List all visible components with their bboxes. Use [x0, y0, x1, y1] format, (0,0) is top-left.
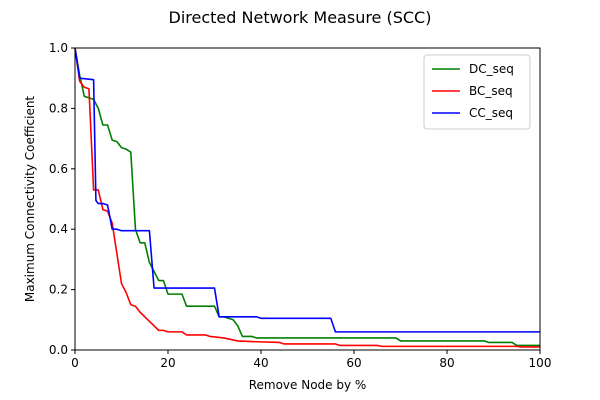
- y-tick-label: 0.0: [49, 343, 68, 357]
- legend-label: BC_seq: [469, 84, 513, 98]
- chart-title: Directed Network Measure (SCC): [169, 8, 432, 27]
- y-axis-ticks: 0.0 0.2 0.4 0.6 0.8 1.0: [49, 41, 75, 357]
- x-tick-label: 0: [71, 356, 79, 370]
- plot-frame: [74, 47, 541, 351]
- plot-lines: [74, 47, 540, 348]
- y-tick-label: 0.6: [49, 162, 68, 176]
- y-tick-label: 0.4: [49, 222, 68, 236]
- series-line-cc-seq: [74, 47, 540, 333]
- legend-label: DC_seq: [469, 62, 514, 76]
- legend-box: [423, 54, 531, 130]
- x-tick-label: 40: [253, 356, 268, 370]
- legend-label: CC_seq: [469, 106, 513, 120]
- x-tick-label: 100: [529, 356, 552, 370]
- series-line-bc-seq: [74, 47, 540, 348]
- y-axis-label: Maximum Connectivity Coefficient: [23, 96, 37, 303]
- y-tick-label: 0.8: [49, 101, 68, 115]
- x-tick-label: 20: [160, 356, 175, 370]
- x-tick-label: 60: [346, 356, 361, 370]
- series-line-dc-seq: [74, 47, 540, 347]
- legend: DC_seq BC_seq CC_seq: [423, 54, 531, 130]
- y-tick-label: 1.0: [49, 41, 68, 55]
- x-axis-ticks: 0 20 40 60 80 100: [71, 350, 551, 370]
- y-tick-label: 0.2: [49, 283, 68, 297]
- x-tick-label: 80: [439, 356, 454, 370]
- x-axis-label: Remove Node by %: [249, 378, 367, 392]
